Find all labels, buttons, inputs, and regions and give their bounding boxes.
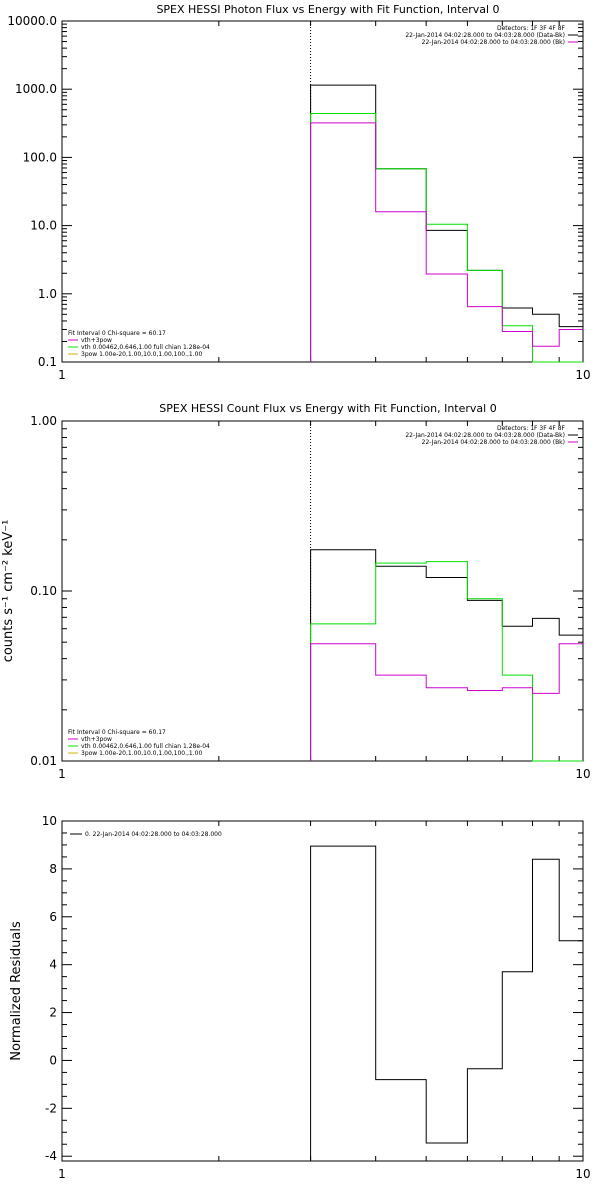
count-flux-legend-entry: 22-Jan-2014 04:02:28.000 to 04:03:28.000…: [405, 432, 565, 439]
count-flux-ytick-label: 1.00: [30, 414, 57, 428]
count-flux-series-1: [310, 561, 583, 762]
residuals-ytick-label: 10: [42, 814, 57, 828]
photon-flux-ytick-label: 1000.0: [15, 82, 57, 96]
photon-flux-panel: SPEX HESSI Photon Flux vs Energy with Fi…: [7, 3, 590, 382]
count-flux-ytick-label: 0.01: [30, 754, 57, 768]
count-flux-series-0: [310, 549, 583, 761]
count-flux-title: SPEX HESSI Count Flux vs Energy with Fit…: [159, 402, 496, 415]
residuals-panel: Normalized Residuals 1 10 -4 -2 0 2 4 6 8 10 0. 22…: [9, 814, 591, 1181]
residuals-legend-entry: 0. 22-Jan-2014 04:02:28.000 to 04:03:28.…: [85, 831, 222, 838]
photon-flux-fit-legend-entry: vth+3pow: [81, 337, 112, 344]
photon-flux-legend-entry: 22-Jan-2014 04:02:28.000 to 04:03:28.000…: [422, 39, 565, 46]
photon-flux-ytick-label: 10.0: [30, 219, 57, 233]
photon-flux-fit-legend-entry: 3pow 1.00e-20,1.00,10.0,1.00,100.,1.00: [81, 351, 202, 358]
count-flux-legend-entry: Detectors: 1F 3F 4F 8F: [497, 425, 566, 432]
residuals-ytick-label: 2: [49, 1006, 57, 1020]
count-flux-ylabel: counts s⁻¹ cm⁻² keV⁻¹: [1, 520, 16, 663]
count-flux-panel: SPEX HESSI Count Flux vs Energy with Fit…: [1, 402, 591, 781]
count-flux-xtick-label: 10: [575, 767, 590, 781]
residuals-series-0: [310, 845, 583, 1161]
photon-flux-title: SPEX HESSI Photon Flux vs Energy with Fi…: [156, 3, 499, 16]
photon-flux-ytick-label: 0.1: [38, 355, 57, 369]
photon-flux-axes-frame: [61, 20, 584, 363]
count-flux-fit-legend-entry: 3pow 1.00e-20,1.00,10.0,1.00,100.,1.00: [81, 750, 202, 757]
photon-flux-series-2: [310, 122, 583, 362]
count-flux-series-2: [310, 643, 583, 761]
count-flux-xtick-label: 1: [58, 767, 66, 781]
count-flux-fit-legend-entry: Fit Interval 0 Chi-square = 60.17: [68, 729, 166, 736]
photon-flux-legend-entry: Detectors: 1F 3F 4F 8F: [497, 25, 566, 32]
photon-flux-ytick-label: 1.0: [38, 287, 57, 301]
residuals-axes-frame: [61, 820, 584, 1162]
count-flux-fit-legend-entry: vth+3pow: [81, 736, 112, 743]
photon-flux-xtick-label: 10: [575, 368, 590, 382]
count-flux-legend-entry: 22-Jan-2014 04:02:28.000 to 04:03:28.000…: [422, 439, 565, 446]
residuals-xtick-label: 1: [58, 1167, 66, 1181]
residuals-ytick-label: 4: [49, 958, 57, 972]
photon-flux-xtick-label: 1: [58, 368, 66, 382]
residuals-ylabel: Normalized Residuals: [9, 921, 24, 1061]
photon-flux-ytick-label: 10000.0: [7, 14, 57, 28]
photon-flux-fit-legend-entry: Fit Interval 0 Chi-square = 60.17: [68, 330, 166, 337]
count-flux-fit-legend-entry: vth 0.00462,0.646,1.00 full chian 1.28e-…: [81, 743, 210, 750]
residuals-ytick-label: 6: [49, 910, 57, 924]
residuals-ytick-label: 0: [49, 1053, 57, 1067]
residuals-ytick-label: 8: [49, 862, 57, 876]
photon-flux-fit-legend-entry: vth 0.00462,0.646,1.00 full chian 1.28e-…: [81, 344, 210, 351]
count-flux-ytick-label: 0.10: [30, 584, 57, 598]
residuals-xtick-label: 10: [575, 1167, 590, 1181]
residuals-ytick-label: -4: [45, 1149, 57, 1163]
residuals-ytick-label: -2: [45, 1101, 57, 1115]
photon-flux-legend-entry: 22-Jan-2014 04:02:28.000 to 04:03:28.000…: [405, 32, 565, 39]
photon-flux-ytick-label: 100.0: [23, 150, 57, 164]
